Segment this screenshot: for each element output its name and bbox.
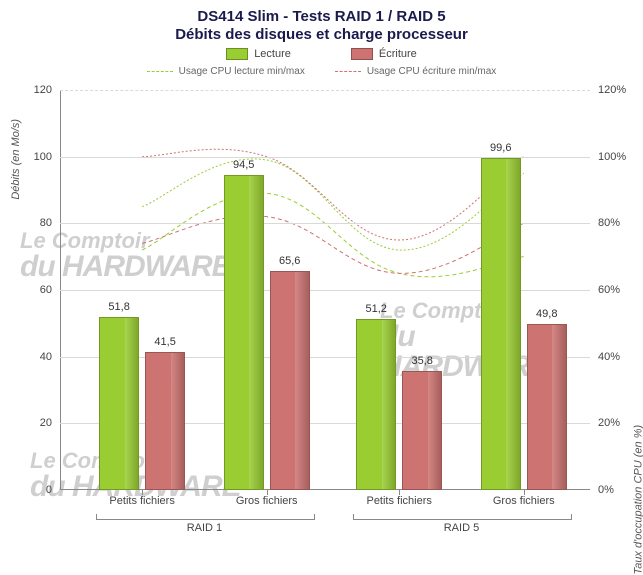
y-left-tick-label: 0 — [12, 484, 52, 496]
y-left-tick-label: 60 — [12, 284, 52, 296]
ecriture-bar — [270, 271, 310, 490]
lecture-bar-label: 94,5 — [233, 159, 254, 171]
y-right-tick-label: 100% — [598, 151, 638, 163]
ecriture-bar — [145, 352, 185, 490]
cpu-line-lecture_min — [142, 193, 524, 277]
lecture-bar-label: 99,6 — [490, 142, 511, 154]
cpu-line-ecriture_max — [142, 149, 524, 240]
legend-line-ecriture — [335, 71, 361, 72]
legend-swatch-lecture — [226, 48, 248, 60]
group-label: RAID 1 — [187, 522, 222, 534]
y-left-tick-label: 120 — [12, 84, 52, 96]
legend-cpu-ecriture-label: Usage CPU écriture min/max — [367, 66, 496, 77]
y-right-tick-label: 120% — [598, 84, 638, 96]
x-tick — [267, 490, 268, 495]
x-tick — [399, 490, 400, 495]
legend-swatch-ecriture — [351, 48, 373, 60]
lecture-bar — [356, 319, 396, 490]
y-left-tick-label: 20 — [12, 417, 52, 429]
legend-cpu-ecriture: Usage CPU écriture min/max — [335, 66, 496, 77]
legend-row2: Usage CPU lecture min/max Usage CPU écri… — [0, 66, 643, 77]
group-bracket — [96, 514, 315, 520]
ecriture-bar-label: 65,6 — [279, 255, 300, 267]
category-label: Gros fichiers — [493, 495, 555, 507]
y-left-tick-label: 40 — [12, 351, 52, 363]
chart-title-line2: Débits des disques et charge processeur — [0, 26, 643, 43]
cpu-line-ecriture_min — [142, 216, 524, 274]
y-right-tick-label: 60% — [598, 284, 638, 296]
legend-line-lecture — [147, 71, 173, 72]
y-right-tick-label: 0% — [598, 484, 638, 496]
legend-lecture-label: Lecture — [254, 48, 291, 60]
cpu-line-lecture_max — [142, 159, 524, 250]
x-tick — [142, 490, 143, 495]
lecture-bar-label: 51,2 — [365, 303, 386, 315]
legend-lecture: Lecture — [226, 48, 291, 60]
y-left-tick-label: 100 — [12, 151, 52, 163]
ecriture-bar — [527, 324, 567, 490]
gridline — [60, 90, 590, 91]
legend-cpu-lecture-label: Usage CPU lecture min/max — [179, 66, 305, 77]
x-tick — [524, 490, 525, 495]
group-label: RAID 5 — [444, 522, 479, 534]
lecture-bar-label: 51,8 — [108, 301, 129, 313]
lecture-bar — [99, 317, 139, 490]
category-label: Petits fichiers — [109, 495, 174, 507]
y-right-tick-label: 40% — [598, 351, 638, 363]
chart-container: DS414 Slim - Tests RAID 1 / RAID 5 Débit… — [0, 0, 643, 550]
category-label: Gros fichiers — [236, 495, 298, 507]
legend-cpu-lecture: Usage CPU lecture min/max — [147, 66, 305, 77]
chart-title-line1: DS414 Slim - Tests RAID 1 / RAID 5 — [0, 8, 643, 25]
plot-area: Le Comptoir du HARDWARE Le Comptoir du H… — [60, 90, 590, 490]
ecriture-bar-label: 49,8 — [536, 308, 557, 320]
y-left-tick-label: 80 — [12, 217, 52, 229]
ecriture-bar — [402, 371, 442, 490]
y-right-tick-label: 20% — [598, 417, 638, 429]
ecriture-bar-label: 41,5 — [154, 336, 175, 348]
watermark: Le Comptoir du HARDWARE — [20, 230, 231, 282]
legend-ecriture-label: Écriture — [379, 48, 417, 60]
legend-ecriture: Écriture — [351, 48, 417, 60]
legend-row1: Lecture Écriture — [0, 48, 643, 60]
group-bracket — [353, 514, 572, 520]
lecture-bar — [481, 158, 521, 490]
y-right-tick-label: 80% — [598, 217, 638, 229]
category-label: Petits fichiers — [366, 495, 431, 507]
lecture-bar — [224, 175, 264, 490]
y-axis-right-title: Taux d'occupation CPU (en %) — [633, 425, 643, 575]
ecriture-bar-label: 35,8 — [411, 355, 432, 367]
